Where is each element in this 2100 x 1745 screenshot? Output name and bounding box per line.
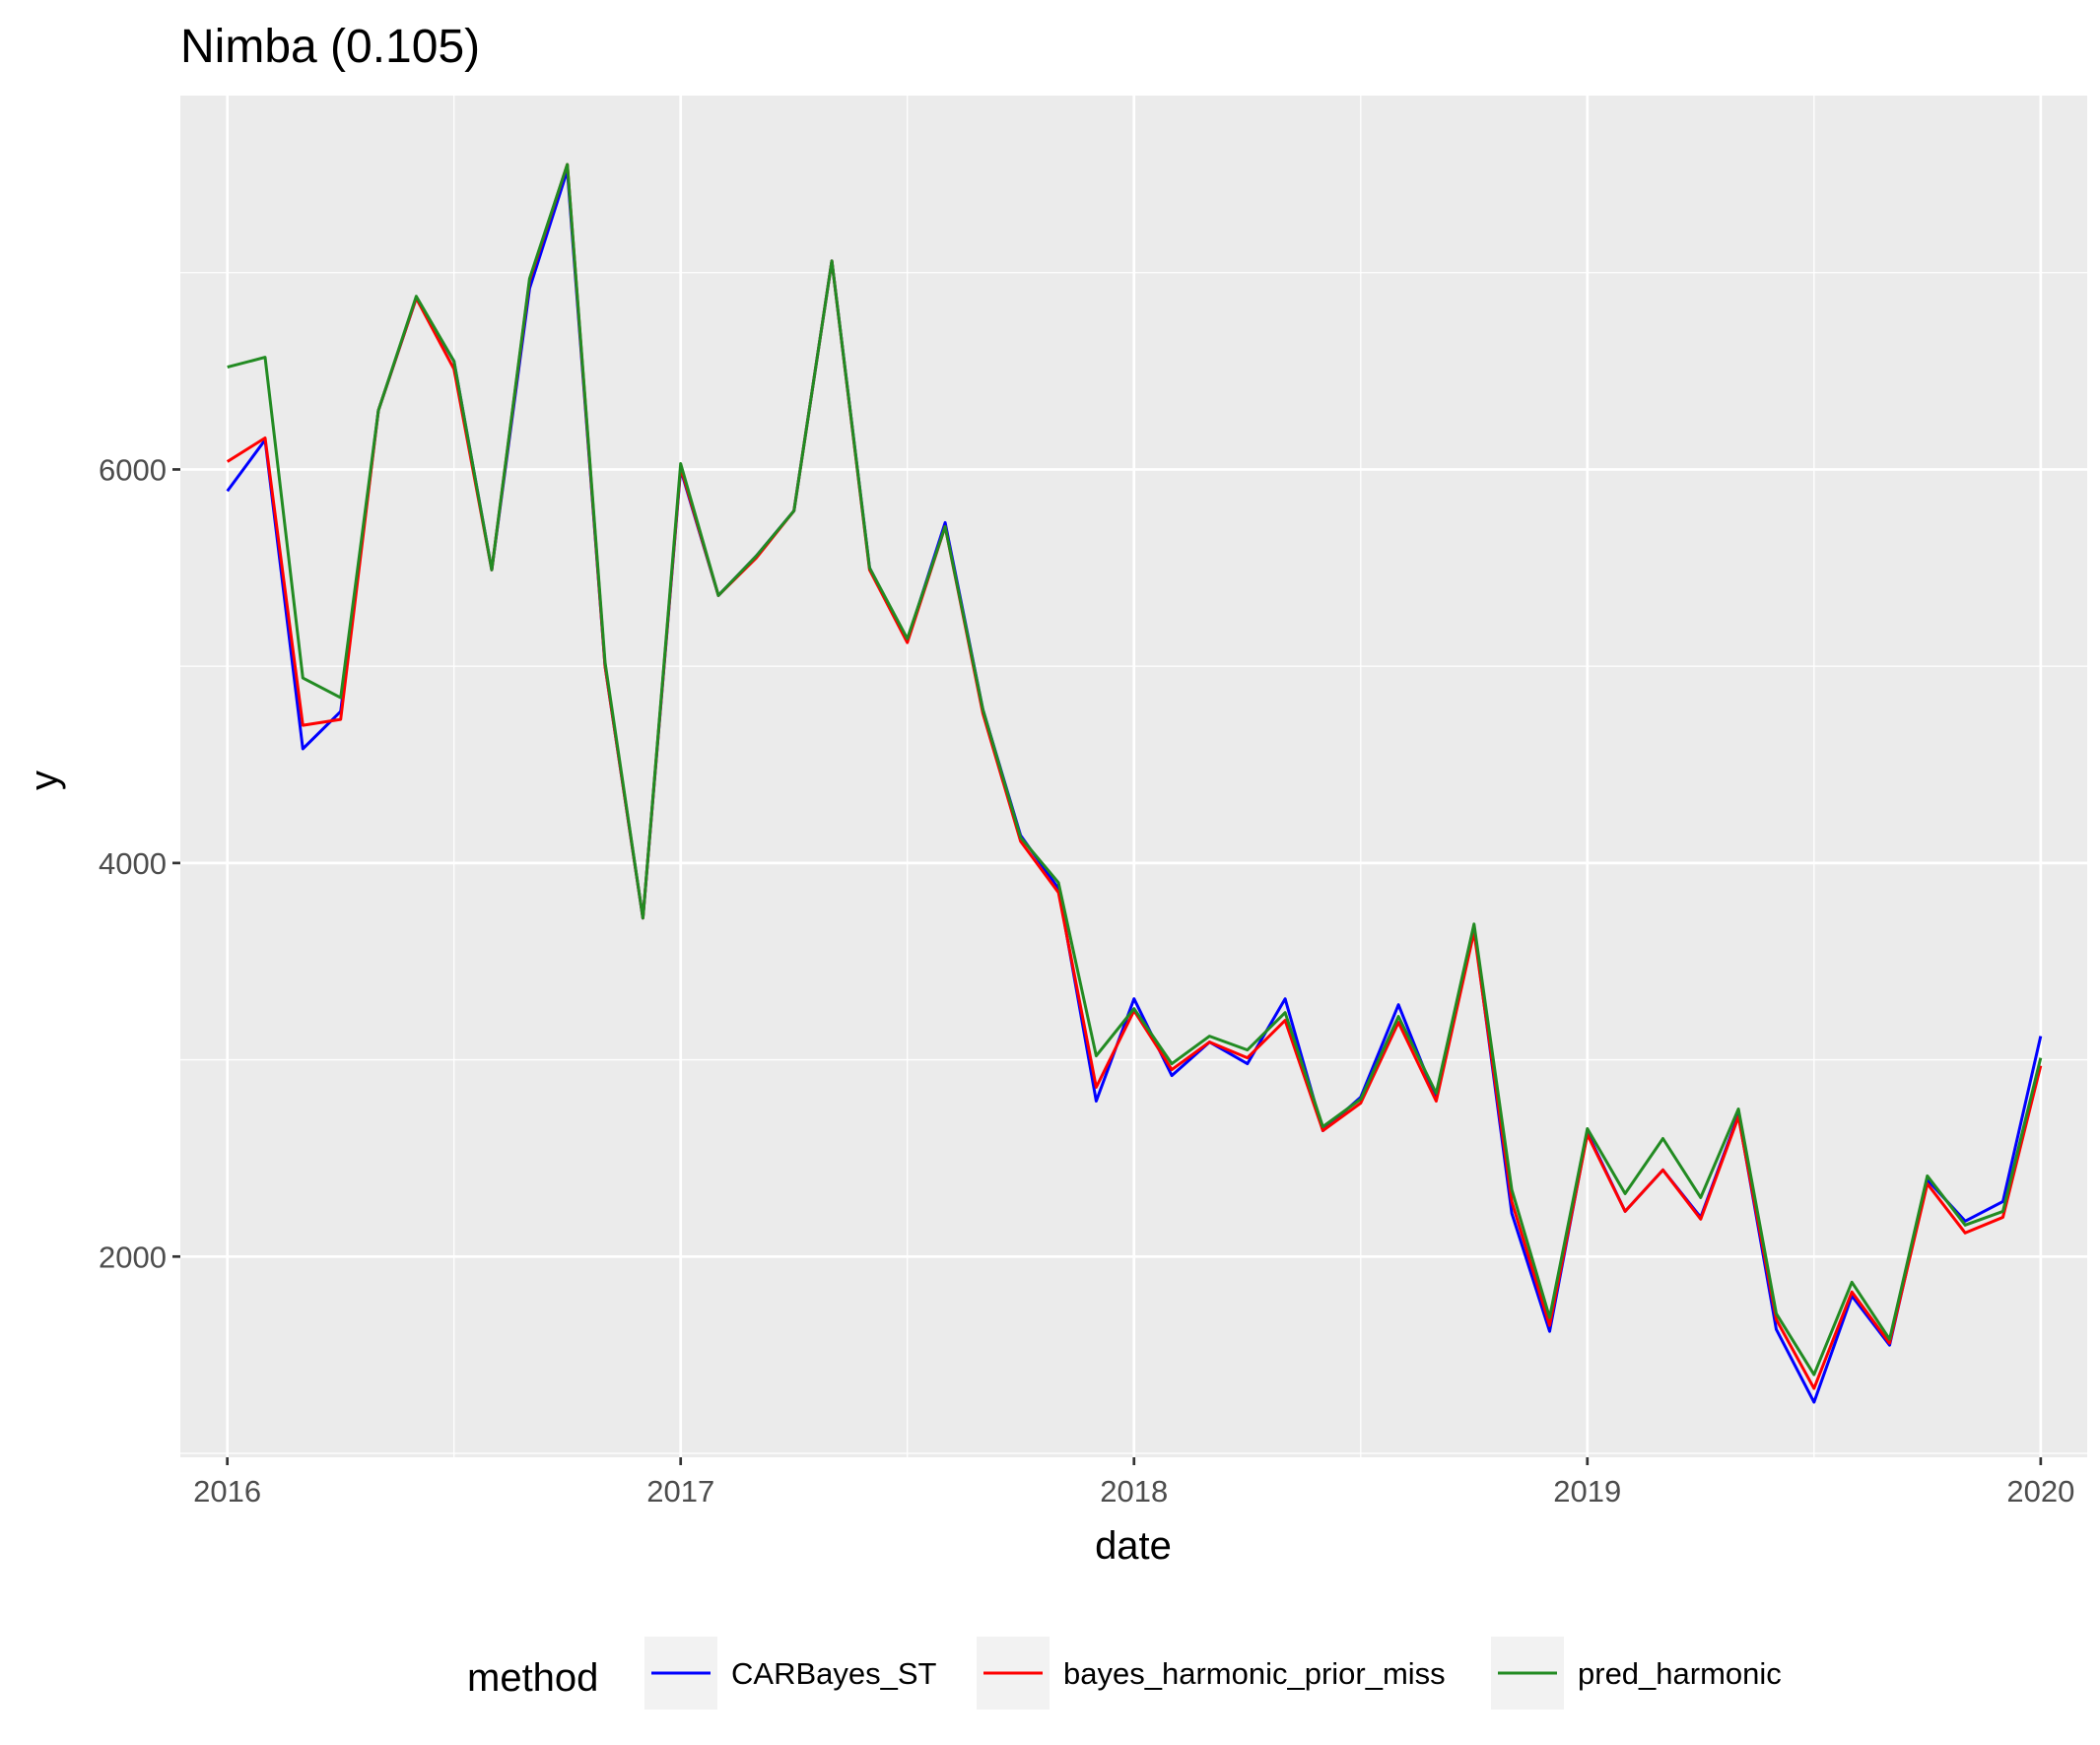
x-tick-label: 2020 xyxy=(2006,1474,2074,1509)
major-gridlines xyxy=(180,96,2087,1457)
y-tick-label: 2000 xyxy=(99,1240,167,1274)
x-tick-label: 2016 xyxy=(193,1474,261,1509)
legend-item: bayes_harmonic_prior_miss xyxy=(977,1637,1446,1710)
chart-title: Nimba (0.105) xyxy=(180,21,480,73)
series-line-pred_harmonic xyxy=(227,163,2043,1376)
y-tick-label: 4000 xyxy=(99,846,167,881)
y-axis-title: y xyxy=(23,771,66,790)
legend-label: CARBayes_ST xyxy=(731,1656,937,1691)
x-tick-label: 2018 xyxy=(1100,1474,1168,1509)
y-tick-label: 6000 xyxy=(99,452,167,487)
x-tick-label: 2019 xyxy=(1553,1474,1621,1509)
legend-title: method xyxy=(467,1656,598,1700)
x-tick-label: 2017 xyxy=(646,1474,714,1509)
legend-item: pred_harmonic xyxy=(1491,1637,1782,1710)
axis-ticks: 2000 4000 6000 2016 2017 2018 2019 2020 xyxy=(99,452,2074,1509)
legend-items: CARBayes_ST bayes_harmonic_prior_miss pred… xyxy=(644,1637,1782,1710)
legend-label: pred_harmonic xyxy=(1578,1656,1782,1691)
legend: method CARBayes_ST bayes_harmonic_prior_m… xyxy=(467,1637,1782,1710)
x-axis-title: date xyxy=(1095,1524,1172,1568)
series-lines xyxy=(226,163,2043,1404)
legend-label: bayes_harmonic_prior_miss xyxy=(1063,1656,1446,1691)
legend-item: CARBayes_ST xyxy=(644,1637,937,1710)
